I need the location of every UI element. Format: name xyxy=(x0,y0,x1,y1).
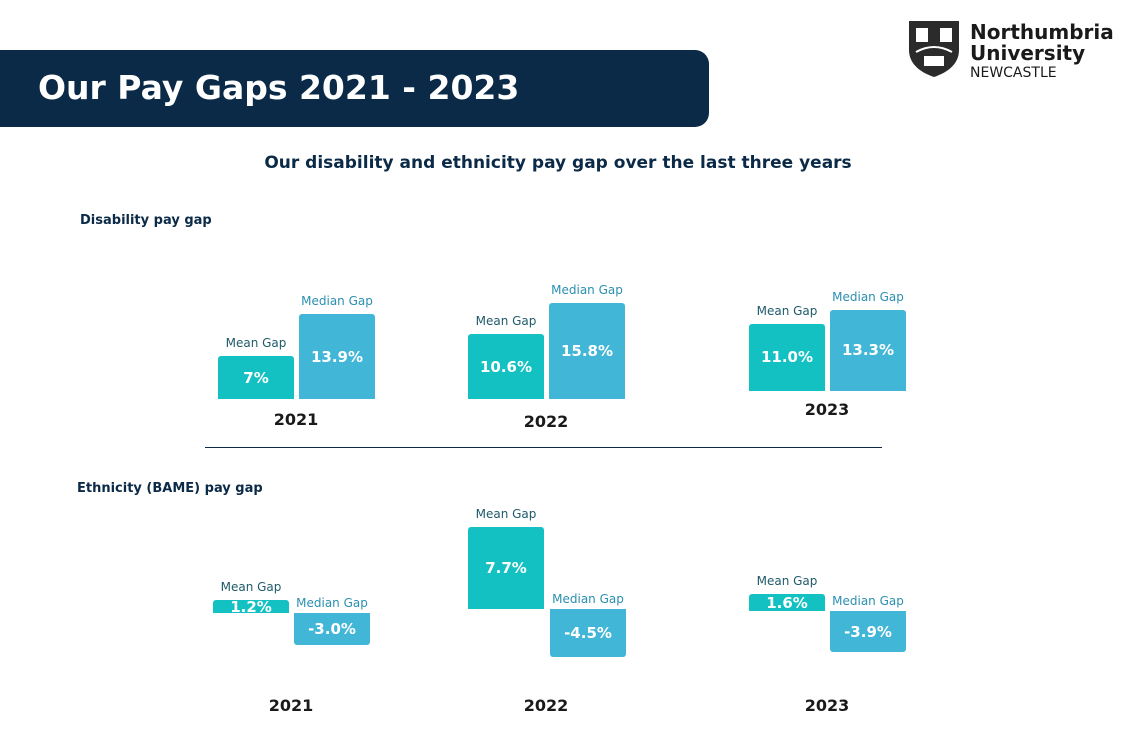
series-label: Mean Gap xyxy=(475,507,537,522)
mean-gap-bar: 1.6% xyxy=(749,594,825,612)
year-label: 2021 xyxy=(268,696,314,715)
series-label: Median Gap xyxy=(301,294,373,309)
median-gap-bar: 13.9% xyxy=(299,314,375,399)
ethnicity-section-title: Ethnicity (BAME) pay gap xyxy=(77,481,263,496)
disability-section-title: Disability pay gap xyxy=(80,213,212,228)
series-label: Mean Gap xyxy=(756,303,818,318)
series-label: Mean Gap xyxy=(756,574,818,589)
series-label: Median Gap xyxy=(296,596,368,610)
series-label: Mean Gap xyxy=(220,580,282,595)
divider xyxy=(205,447,882,448)
header-banner: Our Pay Gaps 2021 - 2023 xyxy=(0,50,709,127)
series-label: Mean Gap xyxy=(475,314,537,329)
year-label: 2021 xyxy=(273,410,319,429)
year-label: 2022 xyxy=(523,696,569,715)
median-gap-bar: 15.8% xyxy=(549,302,625,399)
mean-gap-bar: 10.6% xyxy=(468,334,544,399)
series-label: Median Gap xyxy=(832,289,904,304)
median-gap-bar: -3.0% xyxy=(294,613,370,645)
logo-line2: University xyxy=(970,41,1086,65)
series-label: Mean Gap xyxy=(225,336,287,351)
year-label: 2023 xyxy=(804,696,850,715)
mean-gap-bar: 1.2% xyxy=(213,598,289,616)
logo: Northumbria University NEWCASTLE xyxy=(908,20,1114,82)
year-label: 2022 xyxy=(523,412,569,431)
median-gap-bar: -4.5% xyxy=(550,609,626,657)
chart-title: Our disability and ethnicity pay gap ove… xyxy=(264,153,852,173)
page-title: Our Pay Gaps 2021 - 2023 xyxy=(38,68,520,107)
mean-gap-bar: 7% xyxy=(218,356,294,399)
year-label: 2023 xyxy=(804,400,850,419)
mean-gap-bar: 7.7% xyxy=(468,527,544,609)
median-gap-bar: -3.9% xyxy=(830,611,906,653)
mean-gap-bar: 11.0% xyxy=(749,323,825,391)
median-gap-bar: 13.3% xyxy=(830,309,906,391)
series-label: Median Gap xyxy=(551,282,623,297)
university-crest-icon xyxy=(909,21,959,77)
logo-line3: NEWCASTLE xyxy=(970,65,1057,81)
series-label: Median Gap xyxy=(552,592,624,606)
series-label: Median Gap xyxy=(832,594,904,608)
logo-line1: Northumbria xyxy=(970,20,1114,44)
